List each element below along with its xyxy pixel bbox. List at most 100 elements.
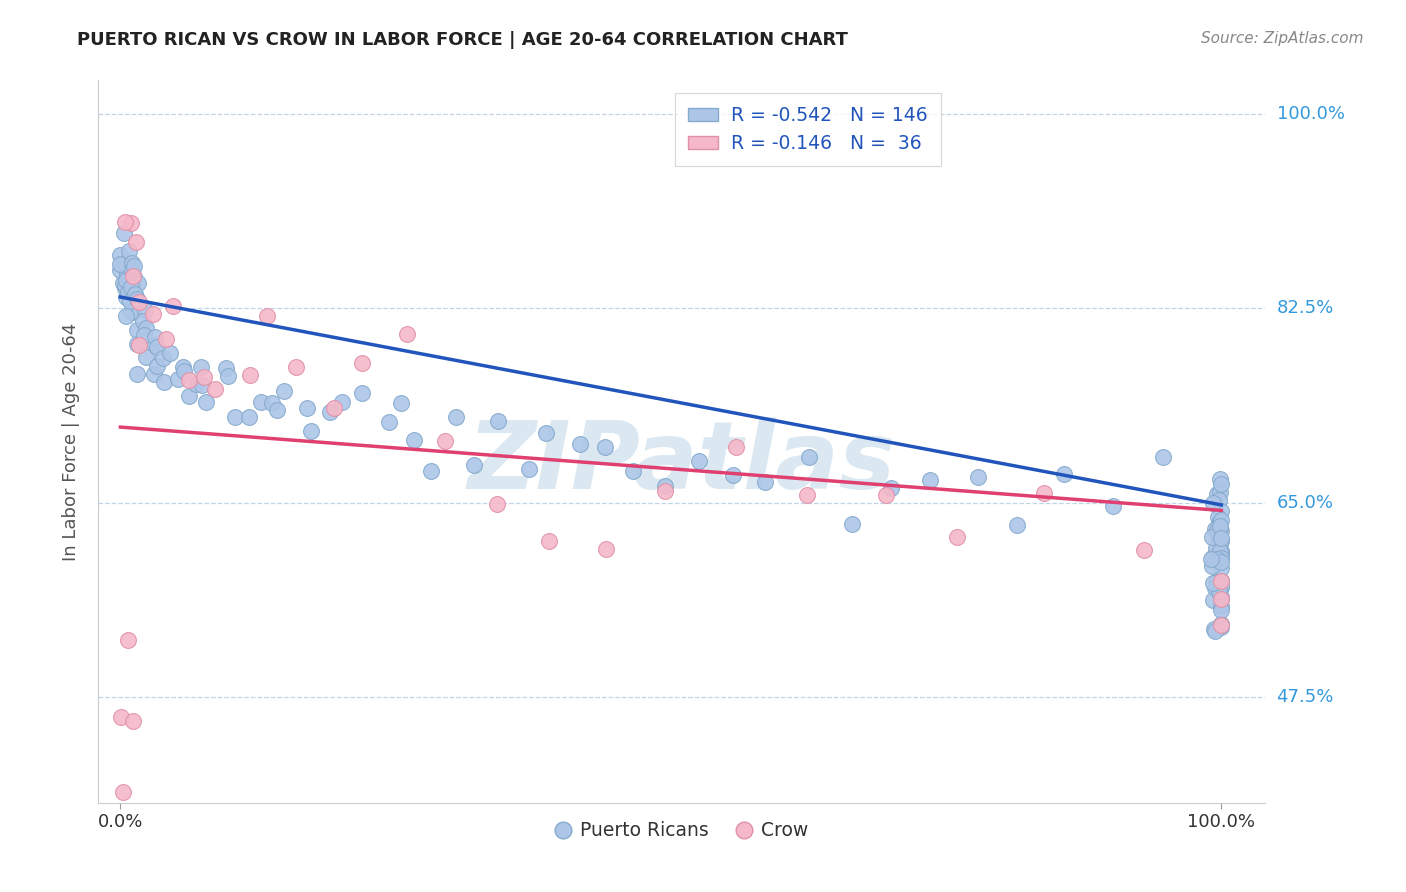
Point bbox=[131, 313, 153, 327]
Point bbox=[1208, 584, 1230, 599]
Point bbox=[214, 360, 236, 375]
Point bbox=[419, 464, 441, 478]
Point bbox=[1211, 592, 1233, 607]
Point bbox=[122, 274, 145, 288]
Point bbox=[114, 278, 136, 293]
Point bbox=[463, 458, 485, 472]
Point bbox=[117, 632, 139, 647]
Point bbox=[238, 409, 260, 424]
Point bbox=[115, 267, 138, 281]
Point bbox=[184, 377, 207, 392]
Point bbox=[1033, 485, 1056, 500]
Point bbox=[1211, 574, 1233, 589]
Point bbox=[125, 293, 148, 307]
Point bbox=[1211, 555, 1233, 569]
Point bbox=[146, 340, 169, 354]
Point bbox=[117, 285, 139, 300]
Point bbox=[115, 259, 138, 273]
Point bbox=[146, 359, 169, 374]
Point bbox=[537, 533, 560, 548]
Point bbox=[967, 469, 990, 483]
Text: 82.5%: 82.5% bbox=[1277, 299, 1334, 318]
Point bbox=[323, 401, 346, 416]
Point bbox=[295, 401, 318, 415]
Point bbox=[124, 286, 146, 301]
Point bbox=[1211, 617, 1233, 632]
Point bbox=[1211, 580, 1233, 594]
Point bbox=[1211, 618, 1233, 632]
Text: 100.0%: 100.0% bbox=[1277, 104, 1344, 122]
Point bbox=[143, 367, 166, 381]
Point bbox=[404, 433, 426, 447]
Point bbox=[120, 294, 142, 309]
Point bbox=[1205, 541, 1227, 555]
Point bbox=[121, 714, 143, 728]
Point bbox=[1208, 583, 1230, 598]
Point bbox=[1204, 581, 1226, 595]
Point bbox=[122, 269, 145, 284]
Point bbox=[273, 384, 295, 399]
Point bbox=[124, 235, 146, 250]
Point bbox=[125, 337, 148, 351]
Point bbox=[118, 244, 141, 259]
Point bbox=[110, 257, 132, 271]
Point bbox=[134, 303, 156, 318]
Point bbox=[486, 497, 509, 511]
Point bbox=[1211, 579, 1233, 593]
Point bbox=[1211, 617, 1233, 632]
Point bbox=[352, 386, 374, 401]
Point bbox=[1205, 524, 1227, 538]
Point bbox=[797, 450, 820, 465]
Point bbox=[204, 382, 226, 396]
Point bbox=[190, 360, 212, 375]
Point bbox=[115, 310, 138, 324]
Point bbox=[159, 345, 181, 359]
Point bbox=[152, 375, 174, 389]
Point bbox=[920, 473, 942, 487]
Point bbox=[433, 434, 456, 448]
Point bbox=[946, 530, 969, 544]
Point bbox=[193, 370, 215, 384]
Point bbox=[1211, 603, 1233, 617]
Point bbox=[1205, 487, 1227, 501]
Point bbox=[152, 351, 174, 365]
Point bbox=[1206, 549, 1229, 564]
Point bbox=[1201, 549, 1223, 564]
Point bbox=[1211, 550, 1233, 565]
Point bbox=[239, 368, 262, 383]
Point bbox=[122, 304, 145, 318]
Point bbox=[880, 481, 903, 495]
Point bbox=[125, 367, 148, 381]
Point bbox=[754, 475, 776, 489]
Point bbox=[114, 290, 136, 304]
Point bbox=[1211, 533, 1233, 548]
Point bbox=[285, 359, 308, 374]
Point bbox=[135, 350, 157, 364]
Point bbox=[143, 330, 166, 344]
Point bbox=[141, 307, 163, 321]
Point bbox=[1211, 561, 1233, 575]
Text: 47.5%: 47.5% bbox=[1277, 689, 1334, 706]
Point bbox=[1053, 467, 1076, 481]
Point bbox=[179, 389, 201, 403]
Point bbox=[1209, 519, 1232, 533]
Point bbox=[120, 216, 142, 230]
Point bbox=[143, 338, 166, 352]
Point bbox=[1204, 522, 1226, 536]
Point bbox=[114, 280, 136, 294]
Point bbox=[167, 372, 190, 386]
Point bbox=[1209, 535, 1232, 549]
Point bbox=[1206, 510, 1229, 524]
Point bbox=[796, 488, 818, 502]
Point bbox=[1152, 450, 1174, 464]
Point bbox=[517, 462, 540, 476]
Point bbox=[1211, 532, 1233, 546]
Point bbox=[111, 276, 134, 290]
Point bbox=[534, 425, 557, 440]
Point bbox=[395, 326, 418, 341]
Point bbox=[1005, 518, 1028, 533]
Point bbox=[1202, 576, 1225, 591]
Point bbox=[486, 414, 509, 428]
Point bbox=[1208, 516, 1230, 531]
Point bbox=[260, 396, 283, 410]
